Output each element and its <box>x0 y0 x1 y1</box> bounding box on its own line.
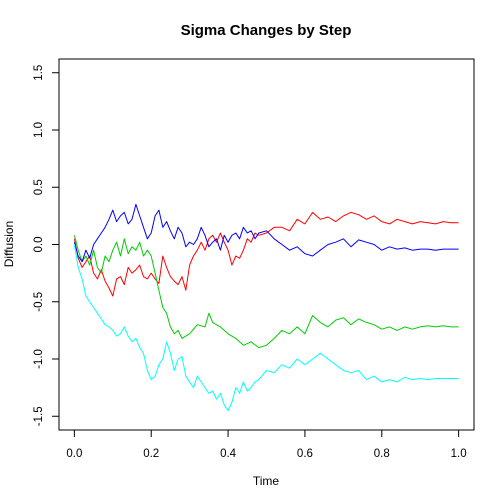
series-line-1 <box>74 212 458 296</box>
x-tick-label: 0.4 <box>220 448 237 460</box>
x-axis-label: Time <box>253 474 280 488</box>
series-layer <box>74 204 458 410</box>
y-tick-label: 0.5 <box>33 179 45 195</box>
y-tick-label: -1.5 <box>33 406 45 426</box>
y-axis: -1.5 -1.0 -0.5 0.0 0.5 1.0 1.5 <box>33 65 59 427</box>
series-line-4 <box>74 245 458 411</box>
y-tick-label: 0.0 <box>33 237 45 253</box>
y-tick-label: 1.5 <box>33 65 45 81</box>
x-tick-label: 1.0 <box>451 448 467 460</box>
x-tick-label: 0.8 <box>374 448 390 460</box>
y-tick-label: -1.0 <box>33 349 45 369</box>
y-tick-label: 1.0 <box>33 122 45 138</box>
x-tick-label: 0.6 <box>297 448 313 460</box>
x-axis: 0.0 0.2 0.4 0.6 0.8 1.0 <box>66 430 466 460</box>
x-tick-label: 0.2 <box>143 448 159 460</box>
y-axis-label: Diffusion <box>2 221 16 267</box>
plot-frame <box>59 59 474 430</box>
series-line-2 <box>74 235 458 347</box>
y-tick-label: -0.5 <box>33 292 45 312</box>
chart-title: Sigma Changes by Step <box>181 22 352 39</box>
x-tick-label: 0.0 <box>66 448 82 460</box>
